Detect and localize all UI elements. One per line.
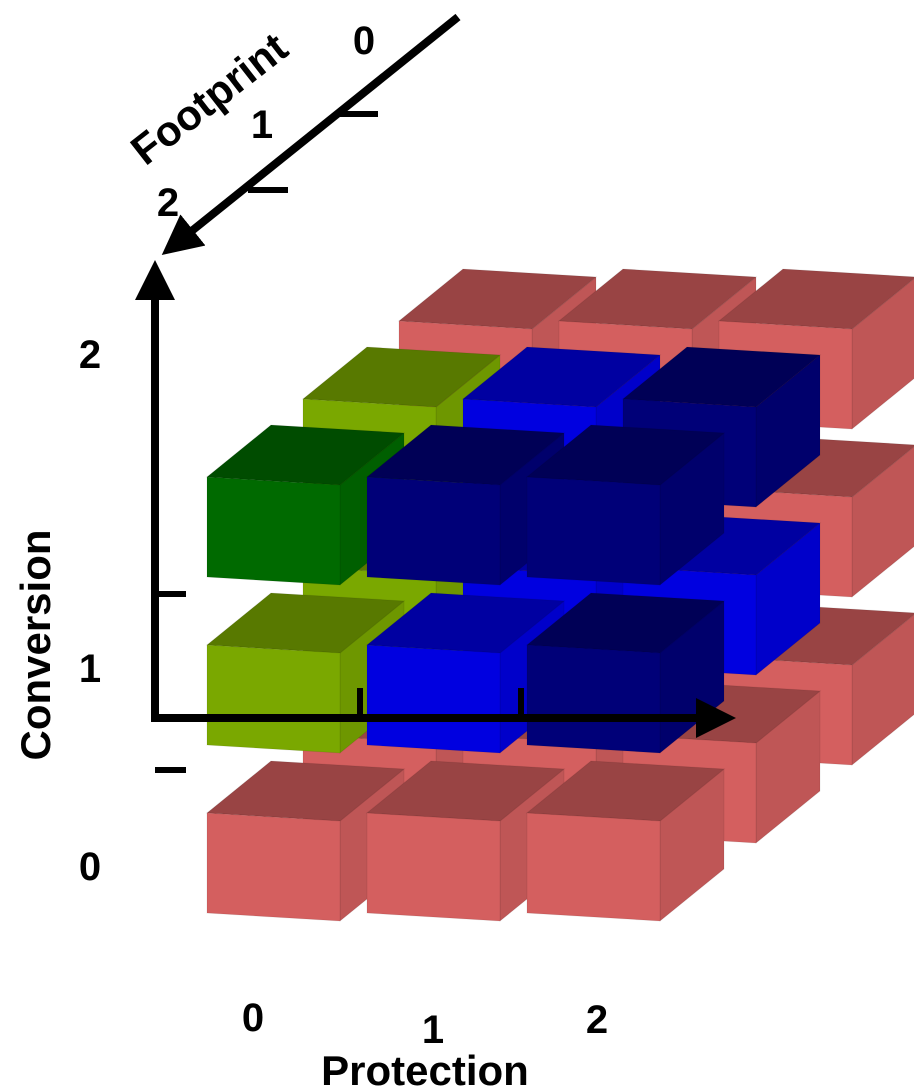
cube-front-face bbox=[526, 476, 661, 586]
conversion-tick-label: 1 bbox=[79, 647, 101, 691]
cube-top-face bbox=[525, 592, 726, 654]
cube-top-face bbox=[365, 760, 566, 822]
protection-tick-label: 2 bbox=[586, 998, 608, 1042]
cube-top-face bbox=[205, 760, 406, 822]
cube bbox=[525, 592, 726, 755]
footprint-tick-label: 2 bbox=[157, 181, 179, 225]
cube-front-face bbox=[366, 476, 501, 586]
cube bbox=[525, 760, 726, 923]
cube-top-face bbox=[365, 592, 566, 654]
protection-tick-label: 0 bbox=[242, 996, 264, 1040]
cube-grid bbox=[205, 268, 914, 923]
cube-front-face bbox=[206, 812, 341, 922]
protection-axis-title: Protection bbox=[321, 1047, 529, 1089]
cube-front-face bbox=[206, 476, 341, 586]
cube-front-face bbox=[526, 644, 661, 754]
cube-front-face bbox=[366, 812, 501, 922]
cube-front-face bbox=[206, 644, 341, 754]
footprint-tick-label: 0 bbox=[353, 19, 375, 63]
cube-top-face bbox=[525, 760, 726, 822]
conversion-tick-label: 0 bbox=[79, 845, 101, 889]
footprint-axis-title: Footprint bbox=[122, 23, 296, 173]
conversion-axis-title: Conversion bbox=[12, 529, 59, 760]
cube bbox=[525, 424, 726, 587]
cube-top-face bbox=[205, 592, 406, 654]
conversion-tick-label: 2 bbox=[79, 333, 101, 377]
cube-front-face bbox=[526, 812, 661, 922]
footprint-axis-line bbox=[161, 13, 461, 256]
protection-tick-label: 1 bbox=[422, 1008, 444, 1052]
footprint-tick-label: 1 bbox=[251, 103, 273, 147]
cube-front-face bbox=[366, 644, 501, 754]
